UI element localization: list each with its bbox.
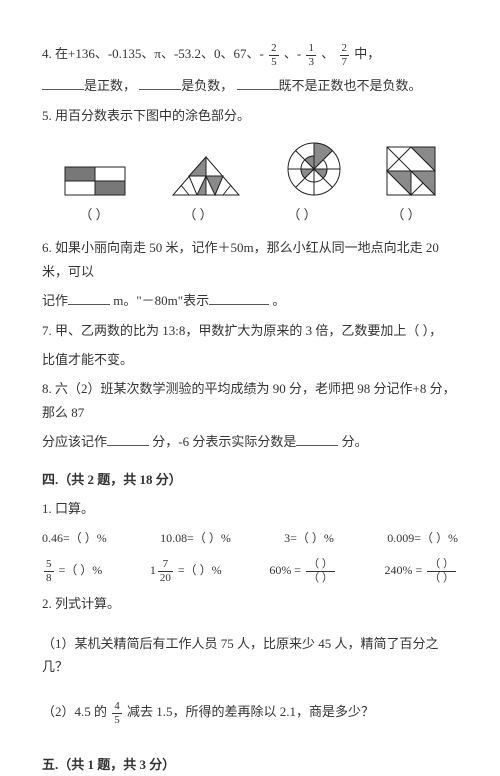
square-shape bbox=[385, 145, 437, 197]
answer-paren[interactable]: （ ） bbox=[79, 203, 108, 226]
fraction: 45 bbox=[112, 700, 122, 726]
fill-blank[interactable] bbox=[139, 76, 181, 90]
calc-item[interactable]: 0.46=（ ）% bbox=[42, 528, 107, 550]
calc-row-2: 58 =（ ）% 1720 =（ ）% 60% = （ ）（ ） 240% = … bbox=[42, 558, 458, 584]
shape-row bbox=[42, 141, 458, 197]
question-4: 4. 在+136、-0.135、π、-53.2、0、67、- 25 、- 13 … bbox=[42, 42, 458, 68]
calc-item[interactable]: 240% = （ ）（ ） bbox=[384, 558, 458, 584]
calc-item[interactable]: 3=（ ）% bbox=[284, 528, 334, 550]
q6-line2: 记作 m。"－80m"表示 。 bbox=[42, 289, 458, 312]
fill-blank[interactable] bbox=[237, 76, 279, 90]
question-8b: 分应该记作 分，-6 分表示实际分数是 分。 bbox=[42, 430, 458, 453]
calc-item[interactable]: 0.009=（ ）% bbox=[387, 528, 458, 550]
answer-paren[interactable]: （ ） bbox=[391, 203, 420, 226]
fill-blank[interactable] bbox=[42, 76, 84, 90]
question-8a: 8. 六（2）班某次数学测验的平均成绩为 90 分，老师把 98 分记作+8 分… bbox=[42, 377, 458, 424]
paren-row: （ ） （ ） （ ） （ ） bbox=[42, 203, 458, 226]
problem-2: 2. 列式计算。 bbox=[42, 592, 458, 615]
fill-blank[interactable] bbox=[107, 432, 149, 446]
fraction: 25 bbox=[269, 42, 279, 68]
calc-row-1: 0.46=（ ）% 10.08=（ ）% 3=（ ）% 0.009=（ ）% bbox=[42, 528, 458, 550]
circle-shape bbox=[286, 141, 342, 197]
fraction: 13 bbox=[306, 42, 316, 68]
answer-paren[interactable]: （ ） bbox=[287, 203, 316, 226]
grid-shape bbox=[64, 155, 126, 197]
section-4-head: 四.（共 2 题，共 18 分） bbox=[42, 468, 458, 491]
fill-blank[interactable] bbox=[296, 432, 338, 446]
question-6: 6. 如果小丽向南走 50 米，记作＋50m，那么小红从同一地点向北走 20 米… bbox=[42, 236, 458, 283]
question-7b: 比值才能不变。 bbox=[42, 348, 458, 371]
calc-item[interactable]: 10.08=（ ）% bbox=[160, 528, 231, 550]
question-5: 5. 用百分数表示下图中的涂色部分。 bbox=[42, 104, 458, 127]
problem-2-2: （2）4.5 的 45 减去 1.5，所得的差再除以 2.1，商是多少？ bbox=[42, 700, 458, 726]
answer-paren[interactable]: （ ） bbox=[183, 203, 212, 226]
calc-item[interactable]: 60% = （ ）（ ） bbox=[269, 558, 337, 584]
triangle-shape bbox=[169, 155, 243, 197]
fill-blank[interactable] bbox=[209, 291, 269, 305]
problem-2-1: （1）某机关精简后有工作人员 75 人，比原来少 45 人，精简了百分之几？ bbox=[42, 632, 458, 679]
calc-item[interactable]: 58 =（ ）% bbox=[42, 558, 102, 584]
question-7a: 7. 甲、乙两数的比为 13:8，甲数扩大为原来的 3 倍，乙数要加上（ ）， bbox=[42, 319, 458, 342]
q4-line2: 是正数， 是负数， 既不是正数也不是负数。 bbox=[42, 74, 458, 97]
fraction: 27 bbox=[340, 42, 350, 68]
section-5-head: 五.（共 1 题，共 3 分） bbox=[42, 753, 458, 776]
q4-text-a: 4. 在+136、-0.135、π、-53.2、0、67、- bbox=[42, 46, 264, 61]
fill-blank[interactable] bbox=[68, 291, 110, 305]
calc-item[interactable]: 1720 =（ ）% bbox=[150, 558, 222, 584]
problem-1: 1. 口算。 bbox=[42, 497, 458, 520]
